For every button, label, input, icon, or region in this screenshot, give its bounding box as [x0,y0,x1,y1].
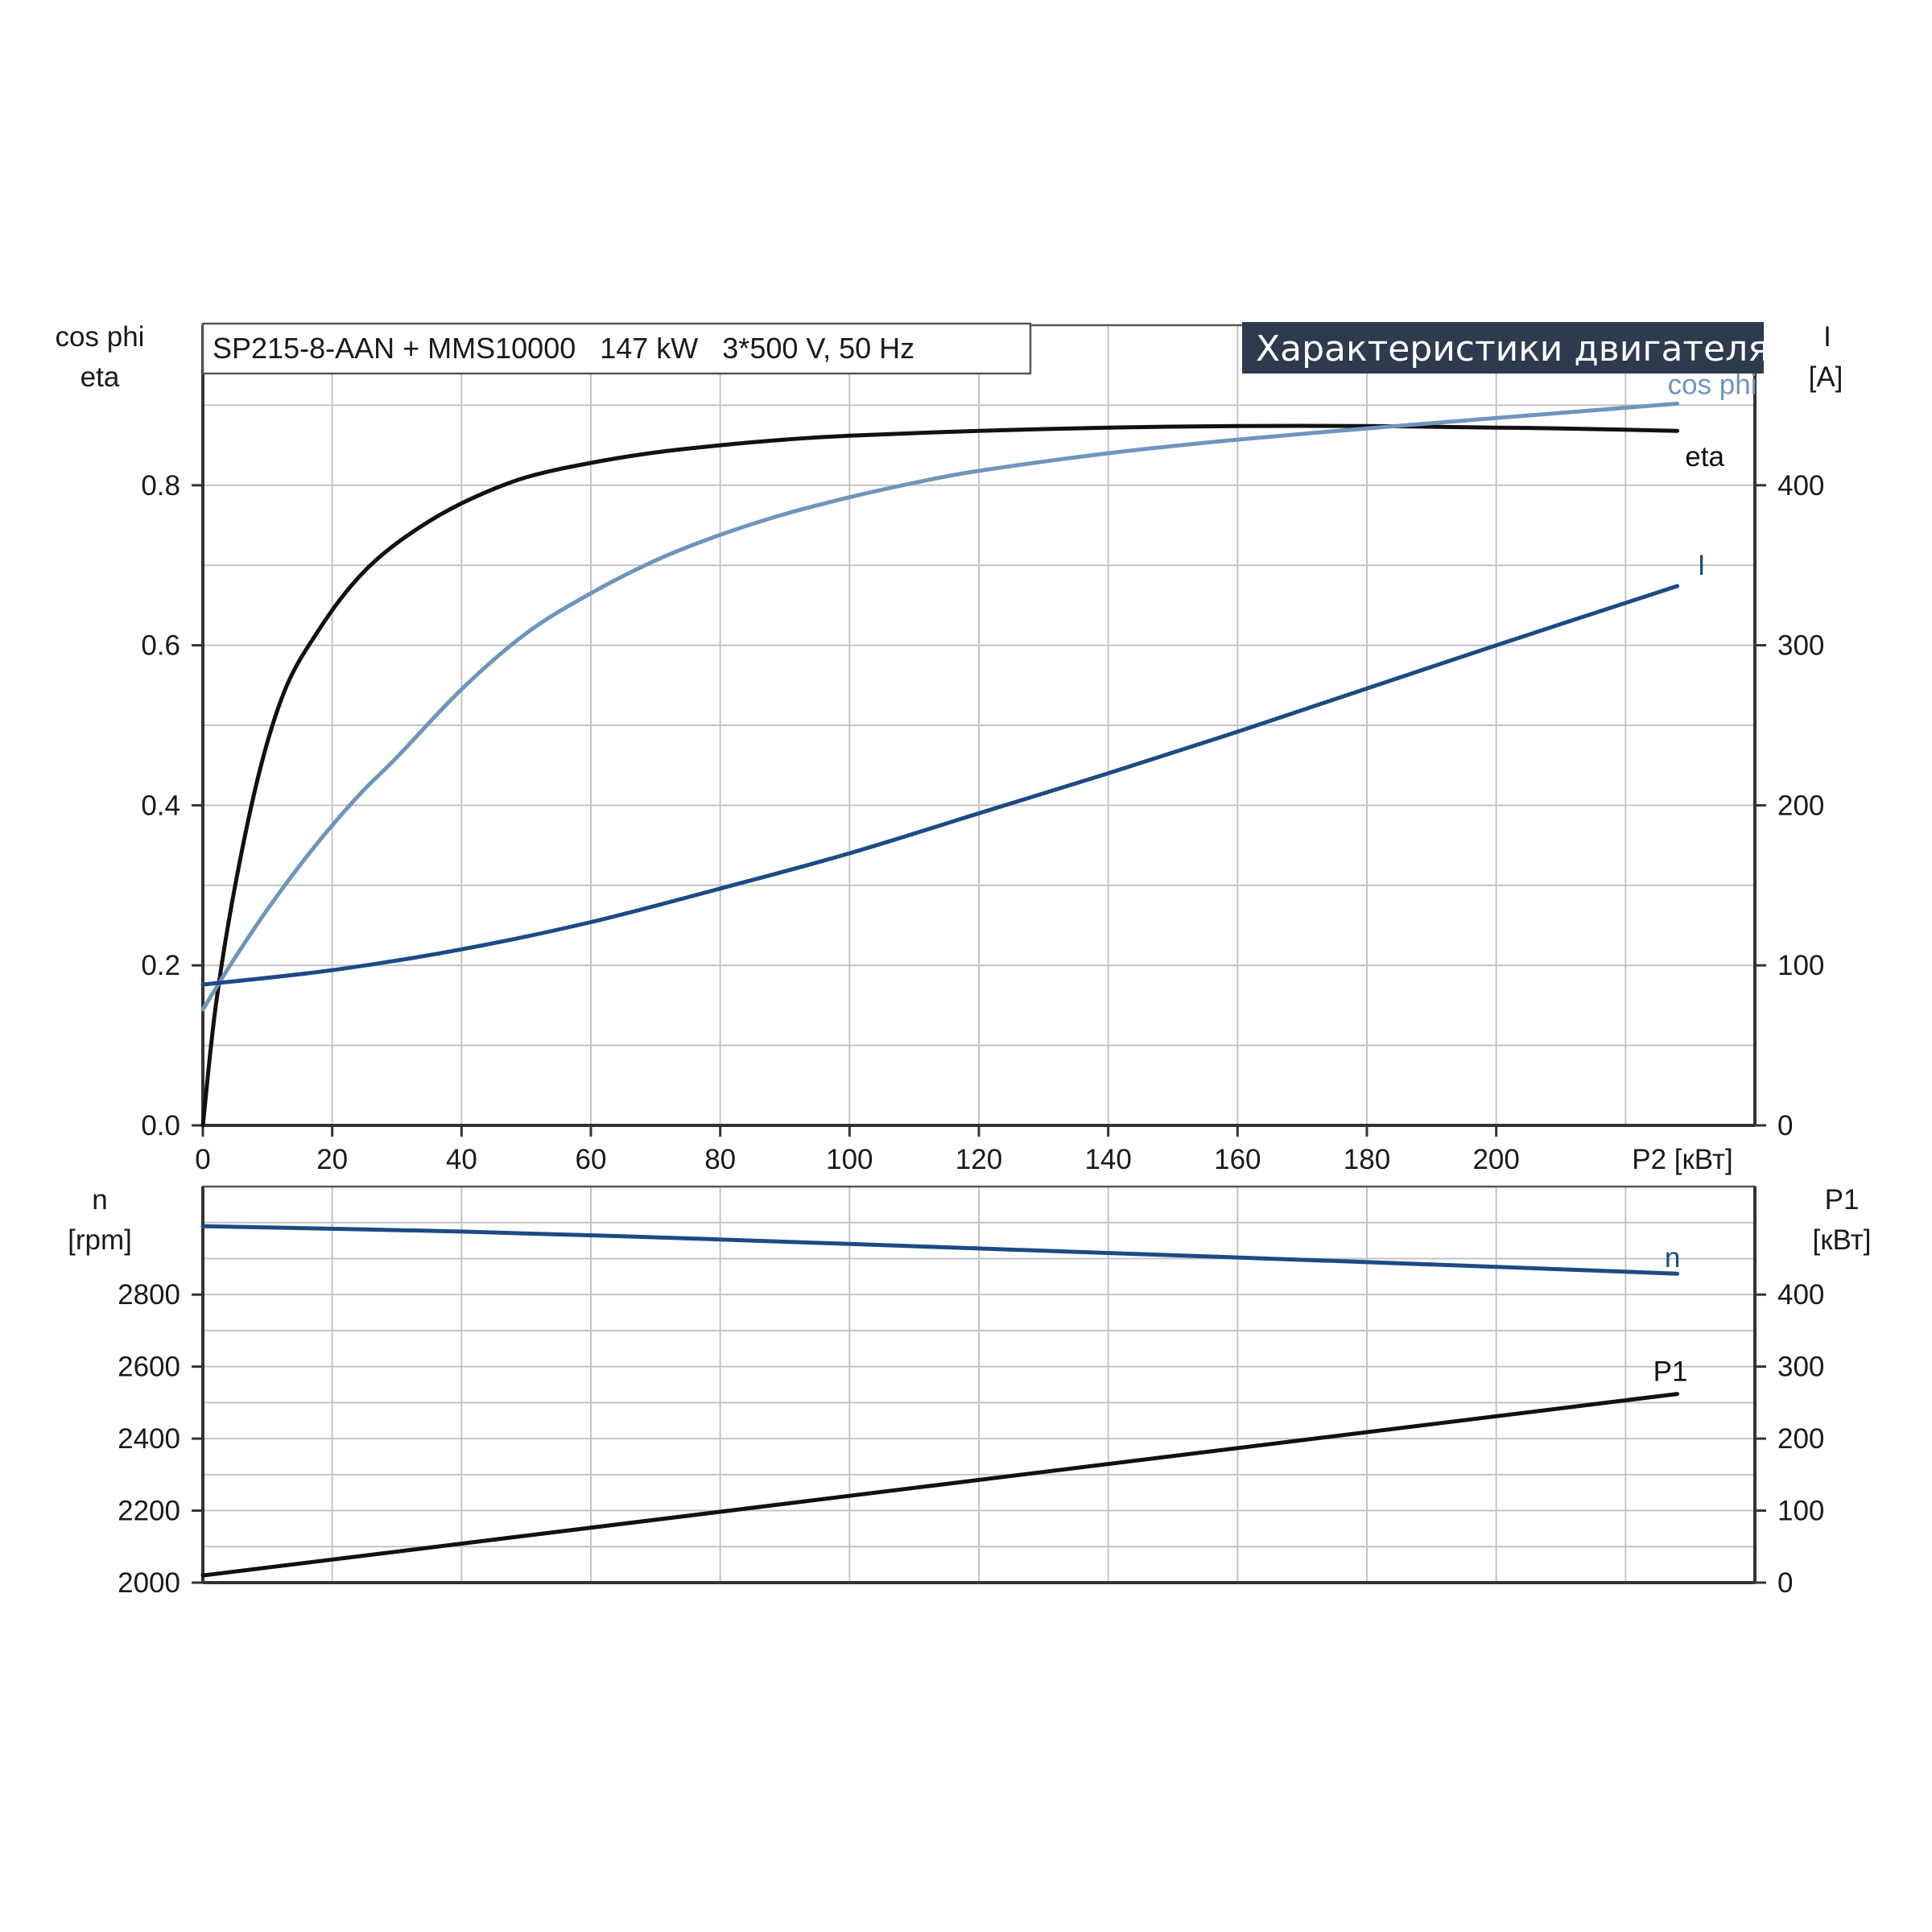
top-series-eta [200,423,1680,1128]
bottom-right-axis-title-p1: P1 [1825,1184,1860,1216]
top-right-axis-title-current: I [1823,321,1831,353]
top-series-label: eta [1685,441,1724,473]
bottom-right-tick-label: 200 [1777,1423,1824,1455]
top-left-tick-label: 0.6 [141,630,180,662]
top-x-tick-label: 60 [576,1144,607,1175]
top-x-tick-label: 40 [446,1144,477,1175]
bottom-series-n [200,1224,1680,1276]
bottom-right-tick-label: 400 [1777,1279,1824,1311]
bottom-left-axis-title-unit: [rpm] [68,1224,132,1256]
top-right-tick-label: 300 [1777,630,1824,662]
top-x-tick-label: 0 [195,1144,210,1175]
top-right-axis-title-unit: [A] [1809,361,1843,393]
top-series-cos-phi [200,401,1680,1012]
bottom-left-tick-label: 2400 [118,1423,180,1455]
label-layer: SP215-8-AAN + MMS10000 147 kW 3*500 V, 5… [56,321,1872,1599]
top-left-tick-label: 0.8 [141,470,180,502]
bottom-right-axis-title-unit: [кВт] [1813,1224,1872,1256]
bottom-right-tick-label: 100 [1777,1496,1824,1527]
top-left-tick-label: 0.2 [141,950,180,981]
frame-layer [192,324,1766,1584]
bottom-series-label: P1 [1653,1356,1688,1388]
top-series-label: cos phi [1668,369,1757,400]
chart-banner-title: Характеристики двигателя [1256,328,1769,369]
bottom-right-tick-label: 300 [1777,1352,1824,1383]
top-x-axis-title: P2 [кВт] [1632,1144,1733,1175]
top-right-tick-label: 200 [1777,790,1824,821]
bottom-left-tick-label: 2000 [118,1567,180,1599]
top-left-axis-title-eta: eta [80,361,120,393]
top-right-tick-label: 100 [1777,950,1824,981]
bottom-left-axis-title-n: n [92,1184,107,1216]
top-right-tick-label: 0 [1777,1110,1793,1141]
top-x-tick-label: 100 [826,1144,873,1175]
bottom-left-tick-label: 2600 [118,1352,180,1383]
model-label-box [201,322,1032,375]
model-label: SP215-8-AAN + MMS10000 147 kW 3*500 V, 5… [213,332,914,365]
bottom-right-tick-label: 0 [1777,1567,1793,1599]
top-x-tick-label: 160 [1214,1144,1261,1175]
top-x-tick-label: 180 [1344,1144,1390,1175]
top-x-tick-label: 80 [704,1144,736,1175]
top-x-tick-label: 140 [1084,1144,1131,1175]
bottom-left-tick-label: 2800 [118,1279,180,1311]
top-series-i [200,584,1680,987]
top-left-axis-title-cosphi: cos phi [56,321,145,353]
grid-layer [203,325,1755,1583]
top-x-tick-label: 120 [956,1144,1002,1175]
top-left-tick-label: 0.4 [141,790,180,821]
top-left-tick-label: 0.0 [141,1110,180,1141]
series-layer [200,401,1680,1578]
banner-background [1242,322,1764,374]
top-right-tick-label: 400 [1777,470,1824,502]
bottom-series-label: n [1665,1242,1680,1274]
bottom-left-tick-label: 2200 [118,1496,180,1527]
top-x-tick-label: 20 [316,1144,348,1175]
bottom-series-p1 [200,1392,1680,1578]
top-series-label: I [1698,550,1706,581]
top-x-tick-label: 200 [1472,1144,1519,1175]
